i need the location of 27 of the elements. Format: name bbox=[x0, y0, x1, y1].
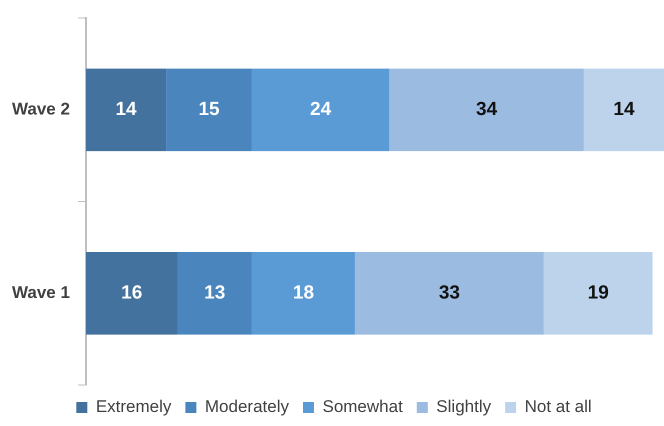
data-label: 24 bbox=[310, 99, 332, 120]
bar bbox=[544, 252, 653, 335]
bar bbox=[166, 68, 252, 152]
bar bbox=[389, 68, 584, 152]
data-label: 19 bbox=[588, 282, 609, 304]
bar bbox=[178, 252, 252, 335]
data-label: 14 bbox=[613, 99, 635, 120]
legend-label: Not at all bbox=[524, 397, 592, 416]
data-label: 18 bbox=[292, 282, 314, 304]
y-tick-label: Wave 2 bbox=[12, 100, 70, 119]
data-label: 14 bbox=[115, 99, 138, 120]
legend-label: Moderately bbox=[204, 397, 290, 416]
legend-label: Somewhat bbox=[322, 397, 404, 416]
legend-label: Slightly bbox=[436, 397, 492, 416]
data-label: 15 bbox=[198, 99, 220, 120]
data-label: 16 bbox=[121, 282, 142, 304]
bar bbox=[252, 252, 355, 335]
legend-label: Extremely bbox=[96, 397, 172, 416]
bar bbox=[86, 68, 166, 152]
y-tick-label: Wave 1 bbox=[12, 282, 70, 302]
bar bbox=[354, 252, 544, 335]
bar bbox=[584, 68, 664, 152]
bar bbox=[86, 252, 178, 335]
data-label: 13 bbox=[204, 282, 226, 304]
data-label: 34 bbox=[476, 99, 498, 120]
data-label: 33 bbox=[438, 282, 460, 304]
bar bbox=[252, 68, 390, 152]
